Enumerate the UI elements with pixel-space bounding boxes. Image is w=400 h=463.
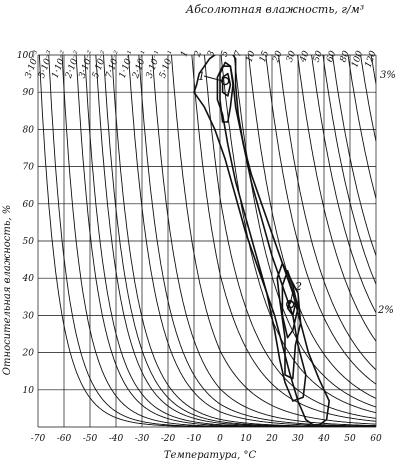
abs-humidity-curve: [311, 55, 376, 313]
x-tick-labels: -70 -60 -50 -40 -30 -20 -10 0 10 20 30 40 50 60: [31, 434, 382, 444]
abs-humidity-curve: [322, 55, 376, 285]
x-tick-label: -60: [57, 434, 72, 444]
x-tick-label: 20: [265, 434, 278, 444]
contour-3pct: [193, 55, 330, 427]
abs-humidity-curve: [278, 55, 376, 371]
abs-humidity-curve: [191, 55, 376, 422]
abs-humidity-label: 2: [192, 49, 204, 59]
x-axis-label: Температура, °С: [164, 450, 257, 461]
x-tick-label: 50: [344, 434, 356, 444]
x-tick-label: 40: [317, 434, 330, 444]
abs-humidity-curve: [111, 55, 376, 427]
abs-humidity-label: 20: [271, 49, 285, 64]
y-tick-label: 70: [23, 163, 35, 173]
region-center-2: [286, 300, 295, 309]
contour-region-2-inner: [281, 270, 299, 339]
abs-humidity-curve: [151, 55, 376, 427]
x-tick-label: -20: [161, 434, 176, 444]
x-tick-label: -70: [31, 434, 46, 444]
abs-humidity-curve: [265, 55, 376, 385]
abs-humidity-curve: [128, 55, 376, 427]
abs-humidity-curve: [248, 55, 376, 399]
abs-humidity-curve: [370, 55, 376, 85]
abs-humidity-curve: [331, 55, 376, 256]
y-axis-label: Относительная влажность, %: [2, 205, 13, 375]
contour-region-1-outer: [219, 61, 234, 123]
abs-humidity-label: 120: [364, 49, 379, 69]
leader-line-1: [203, 75, 223, 82]
abs-humidity-label: 80: [339, 49, 352, 63]
x-tick-label: 0: [217, 434, 223, 444]
x-tick-label: 60: [370, 434, 382, 444]
abs-humidity-label: 7: [233, 49, 244, 58]
y-tick-label: 80: [23, 125, 35, 135]
x-tick-label: -30: [135, 434, 150, 444]
y-tick-label: 100: [17, 51, 34, 61]
y-tick-label: 10: [23, 386, 35, 396]
chart-title: Абсолютная влажность, г/м³: [185, 3, 364, 16]
y-tick-label: 20: [22, 349, 35, 359]
y-tick-label: 90: [23, 88, 35, 98]
abs-humidity-curve: [171, 55, 376, 425]
abs-humidity-label: 1: [179, 50, 190, 59]
abs-humidity-curve: [360, 55, 376, 142]
abs-humidity-curve: [204, 55, 376, 419]
contour-label-2pct: 2%: [377, 305, 394, 316]
contour-region-1-inner: [221, 72, 232, 97]
x-tick-label: 10: [240, 434, 252, 444]
x-tick-label: 30: [292, 434, 304, 444]
abs-humidity-label: 15: [258, 49, 271, 63]
absolute-humidity-curves: [38, 55, 376, 427]
contour-2pct: [216, 65, 307, 402]
contour-region-2-core: [286, 299, 297, 317]
contour-label-3pct: 3%: [380, 70, 396, 81]
abs-humidity-label: 10: [245, 49, 258, 63]
y-tick-label: 60: [23, 200, 35, 210]
y-tick-labels: 10 20 30 40 50 60 70 80 90 100: [17, 51, 34, 396]
abs-humidity-label: 3: [206, 49, 217, 58]
y-tick-label: 30: [23, 311, 35, 321]
y-tick-label: 40: [22, 274, 35, 284]
plot-area: [37, 54, 377, 428]
x-tick-label: -50: [83, 434, 98, 444]
abs-humidity-label: 30: [285, 49, 298, 63]
x-tick-label: -40: [109, 434, 124, 444]
abs-humidity-label: 40: [298, 49, 312, 64]
abs-humidity-curve: [48, 55, 376, 427]
abs-humidity-curve: [138, 55, 376, 427]
abs-humidity-label: 50: [312, 49, 325, 63]
abs-humidity-label: 5: [220, 49, 231, 58]
region-label-1: 1: [198, 70, 205, 83]
abs-humidity-curve: [297, 55, 376, 342]
leader-line-2: [289, 285, 295, 305]
abs-humidity-label: 60: [325, 49, 338, 63]
contour-region-2-outer: [276, 262, 302, 380]
x-tick-label: -10: [187, 434, 202, 444]
abs-humidity-curve: [347, 55, 376, 199]
probability-contours: [193, 55, 330, 427]
y-tick-label: 50: [23, 237, 35, 247]
